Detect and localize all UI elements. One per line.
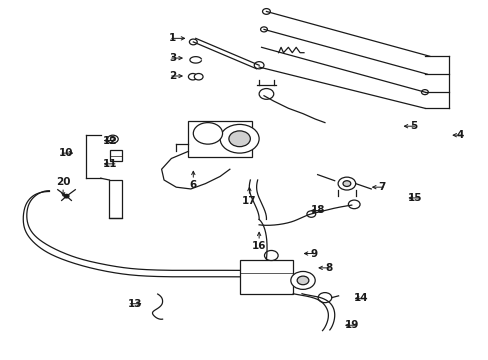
Circle shape: [337, 177, 355, 190]
Text: 11: 11: [103, 159, 118, 169]
Circle shape: [107, 135, 118, 143]
Circle shape: [194, 73, 203, 80]
Circle shape: [264, 251, 278, 261]
Text: 5: 5: [409, 121, 417, 131]
Circle shape: [189, 39, 197, 45]
Text: 9: 9: [310, 248, 317, 258]
Circle shape: [260, 27, 267, 32]
Bar: [109, 180, 122, 218]
Text: 13: 13: [127, 299, 142, 309]
Circle shape: [297, 276, 308, 285]
Text: 15: 15: [407, 193, 422, 203]
Text: 14: 14: [353, 293, 368, 303]
Circle shape: [193, 123, 222, 144]
Text: 1: 1: [168, 33, 176, 43]
Text: 2: 2: [168, 71, 176, 81]
Text: 12: 12: [103, 136, 118, 145]
Circle shape: [342, 181, 350, 186]
Text: 6: 6: [189, 180, 197, 190]
Circle shape: [254, 62, 264, 69]
Text: 19: 19: [344, 320, 358, 330]
Text: 3: 3: [168, 53, 176, 63]
Bar: [110, 150, 122, 161]
Circle shape: [347, 200, 359, 209]
Circle shape: [228, 131, 250, 147]
Text: 7: 7: [378, 182, 385, 192]
Text: 20: 20: [56, 177, 70, 187]
Circle shape: [290, 271, 315, 289]
Circle shape: [220, 125, 259, 153]
Circle shape: [306, 211, 315, 217]
Circle shape: [64, 194, 69, 198]
Circle shape: [421, 90, 427, 95]
Text: 16: 16: [251, 241, 266, 251]
Circle shape: [188, 73, 197, 80]
Text: 17: 17: [242, 196, 256, 206]
Bar: [239, 260, 293, 294]
Circle shape: [262, 9, 270, 14]
Circle shape: [318, 293, 331, 303]
Circle shape: [259, 89, 273, 99]
Text: 10: 10: [59, 148, 74, 158]
Text: 4: 4: [456, 130, 463, 140]
Text: 8: 8: [325, 263, 331, 273]
Bar: [188, 121, 251, 157]
Circle shape: [110, 137, 115, 141]
Text: 18: 18: [310, 206, 325, 216]
